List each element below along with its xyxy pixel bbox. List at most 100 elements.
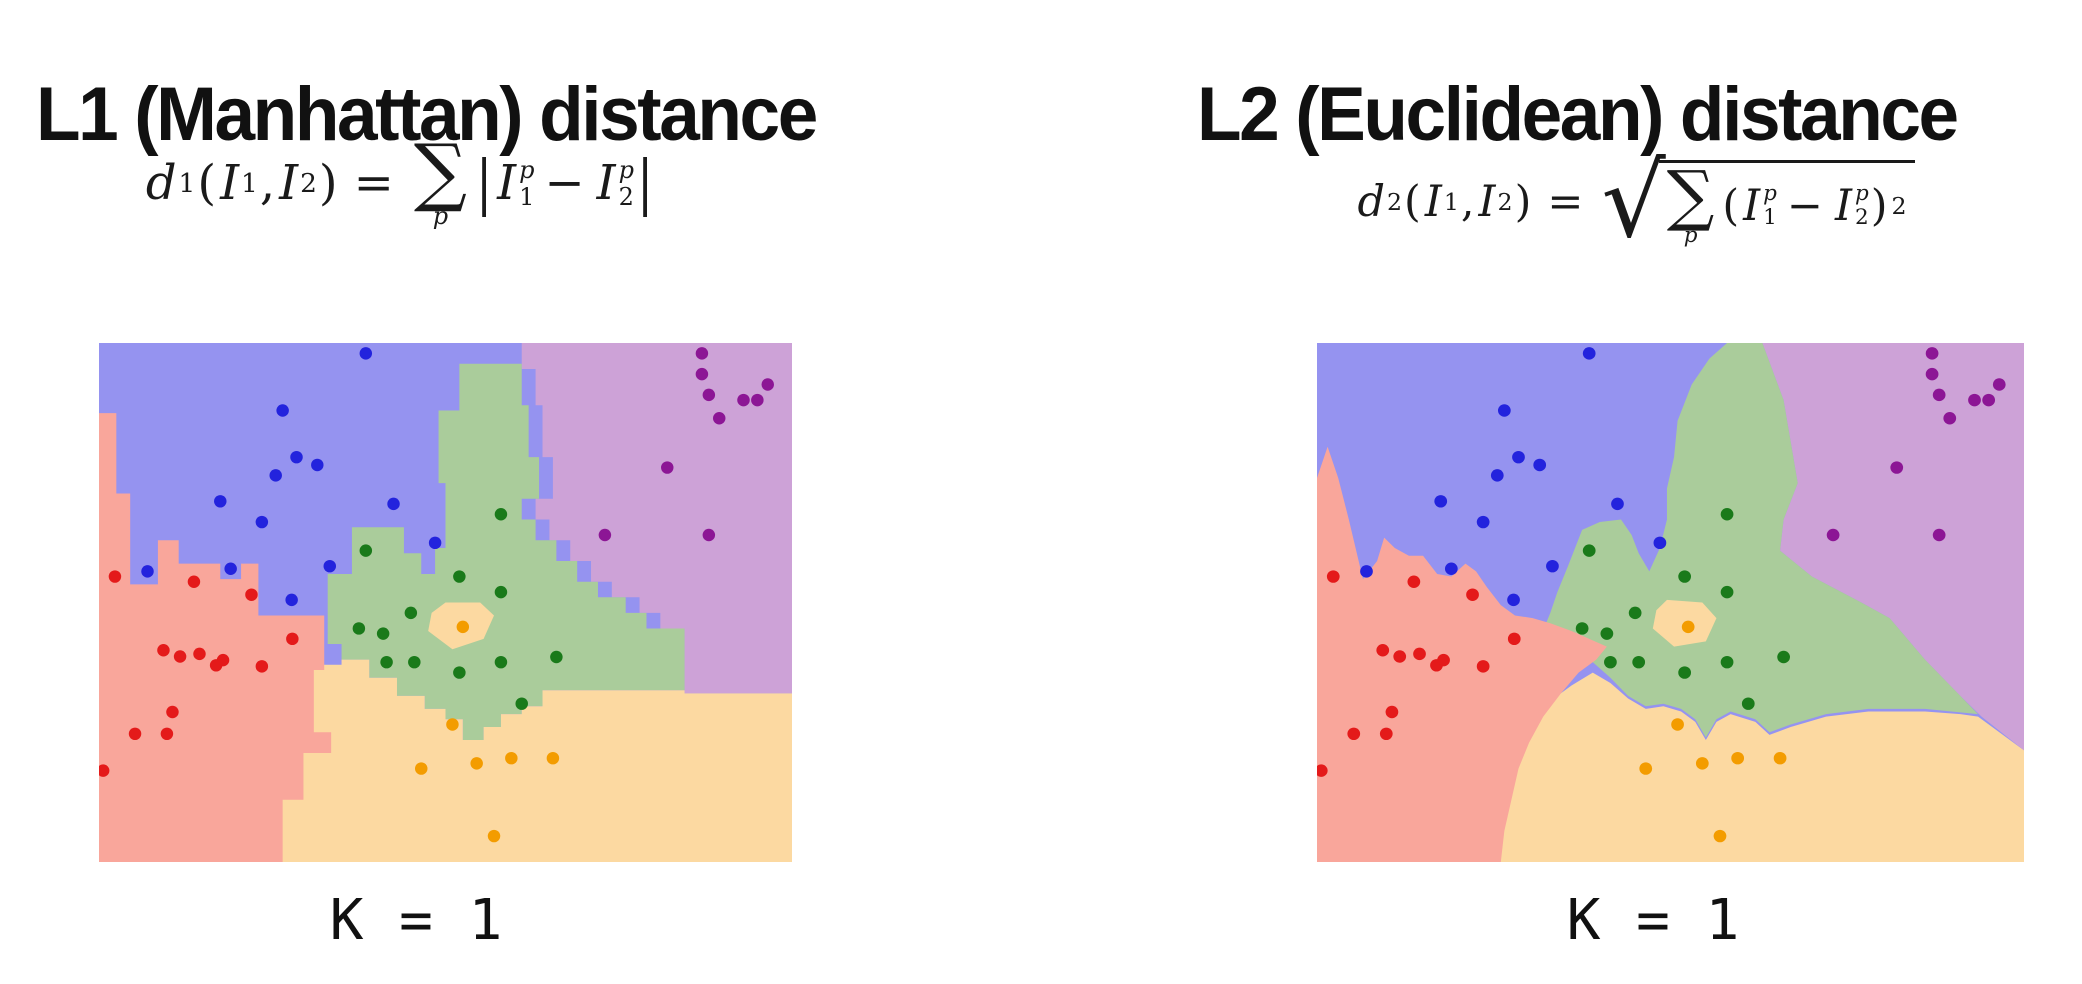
training-point-green [1575,622,1589,635]
training-point-green [359,544,373,557]
training-point-blue [1360,565,1373,578]
l2-decision-map [1317,343,2024,862]
l1-decision-map-svg [99,343,792,862]
formula-token: 1 [1443,188,1459,216]
training-point-green [1628,606,1642,620]
training-point-purple [1992,378,2006,391]
training-point-green [453,666,466,679]
formula-token: ) [318,155,338,211]
training-point-red [216,653,230,667]
training-point-green [1720,655,1734,669]
formula-token: , [1460,177,1475,227]
formula-token: ( [1722,180,1740,231]
training-point-blue [1476,515,1490,529]
training-point-blue [1444,562,1458,575]
training-point-blue [1512,450,1525,464]
training-point-blue [255,515,269,529]
training-point-purple [1890,461,1904,474]
training-point-green [453,570,466,583]
formula-token: − [1786,180,1823,231]
region-purple [521,343,792,694]
training-point-blue [1507,593,1520,607]
formula-token: , [259,155,276,211]
training-point-blue [269,469,282,482]
training-point-orange [1671,718,1684,731]
training-point-green [408,655,421,669]
training-point-green [1604,655,1617,669]
training-point-red [1466,588,1479,601]
training-point-blue [1582,347,1596,360]
training-point-blue [285,593,298,607]
l2-caption: K = 1 [1566,888,1741,953]
formula-token: 2 [1497,188,1513,216]
training-point-purple [1968,393,1981,407]
training-point-purple [1932,528,1946,542]
training-point-green [1600,627,1614,640]
training-point-red [1326,570,1340,583]
training-point-purple [1932,388,1946,402]
training-point-green [1777,650,1790,664]
training-point-blue [1546,559,1559,573]
training-point-purple [1943,412,1957,425]
training-point-red [193,647,206,661]
training-point-green [494,585,508,599]
training-point-red [1507,632,1521,646]
training-point-blue [276,404,289,417]
training-point-red [173,650,187,663]
formula-token: 2 [300,167,317,199]
training-point-purple [1982,393,1996,407]
formula-token: I [279,155,299,211]
l2-title: L2 (Euclidean) distance [1197,71,1959,157]
training-point-green [494,508,508,521]
formula-token: 1 [178,167,196,199]
training-point-blue [141,565,154,578]
formula-token: d [145,155,177,211]
training-point-orange [1639,762,1653,775]
training-point-blue [387,497,400,511]
training-point-green [494,655,508,669]
training-point-red [1413,647,1426,661]
training-point-orange [1681,620,1695,634]
training-point-green [1720,585,1734,599]
training-point-orange [1773,751,1787,765]
training-point-blue [214,495,227,508]
training-point-red [1407,575,1421,588]
training-point-purple [702,388,716,402]
training-point-orange [487,829,501,843]
formula-token: ( [1404,177,1421,227]
formula-token: I [1743,180,1761,231]
training-point-purple [1925,367,1939,381]
formula-token: I [1424,177,1442,227]
training-point-blue [1490,469,1504,482]
l1-caption: K = 1 [329,888,504,953]
training-point-red [1385,705,1399,719]
training-point-purple [695,367,709,381]
training-point-green [352,622,366,635]
training-point-green [1582,544,1596,557]
formula-token: 1 [241,167,258,199]
training-point-purple [737,393,750,407]
training-point-orange [1731,751,1745,765]
region-green [327,363,685,741]
formula-token: | [637,148,654,218]
training-point-red [1393,650,1407,663]
training-point-blue [224,562,237,575]
region-green [1539,343,1979,738]
training-point-red [1437,653,1450,667]
training-point-red [187,575,201,588]
training-point-red [1476,660,1490,673]
training-point-red [1376,644,1390,657]
region-red [99,413,332,862]
training-point-red [166,705,179,719]
training-point-green [404,606,418,620]
training-point-green [376,627,390,640]
region-purple [1762,343,2024,751]
sum-operator: ∑ p [413,127,467,231]
l1-decision-map [99,343,792,862]
training-point-orange [446,718,459,731]
